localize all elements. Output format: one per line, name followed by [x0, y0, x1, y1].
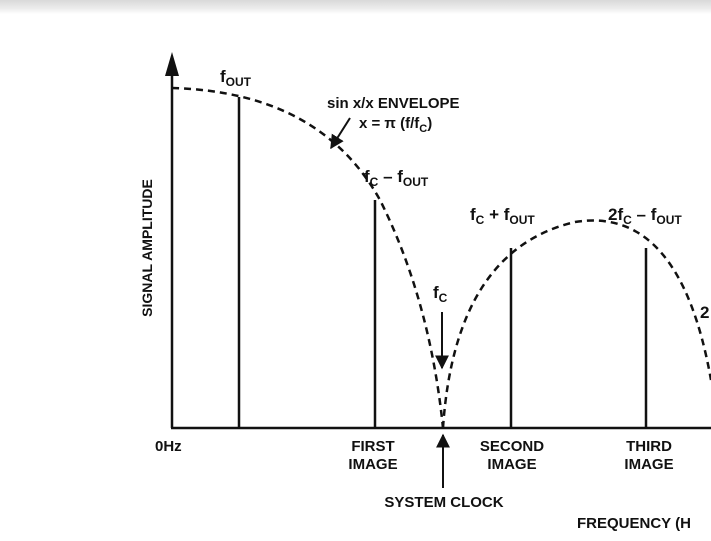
sinc-envelope-second-lobe — [441, 219, 711, 429]
third-image-label-line1: THIRD — [626, 438, 672, 455]
second-image-label-line2: IMAGE — [487, 456, 536, 473]
fout-label: fOUT — [220, 67, 252, 89]
origin-label: 0Hz — [155, 438, 182, 455]
y-axis-arrow — [165, 52, 179, 76]
fc-minus-fout-label: fC – fOUT — [364, 167, 429, 189]
top-shadow-band — [0, 0, 711, 14]
first-image-label-line2: IMAGE — [348, 456, 397, 473]
fc-plus-fout-label: fC + fOUT — [470, 205, 535, 227]
y-axis-label: SIGNAL AMPLITUDE — [139, 179, 155, 317]
third-image-label-line2: IMAGE — [624, 456, 673, 473]
cut-off-label: 2 — [700, 303, 709, 322]
sinc-envelope-main-lobe — [171, 86, 445, 429]
fc-label: fC — [433, 283, 448, 305]
envelope-label-line2: x = π (f/fC) — [359, 115, 432, 135]
second-image-label-line1: SECOND — [480, 438, 544, 455]
x-axis-label: FREQUENCY (H — [577, 515, 691, 532]
envelope-label-line1: sin x/x ENVELOPE — [327, 95, 460, 112]
first-image-label-line1: FIRST — [351, 438, 394, 455]
envelope-pointer-arrow — [330, 117, 351, 150]
two-fc-minus-fout-label: 2fC – fOUT — [608, 205, 682, 227]
system-clock-label: SYSTEM CLOCK — [384, 494, 503, 511]
